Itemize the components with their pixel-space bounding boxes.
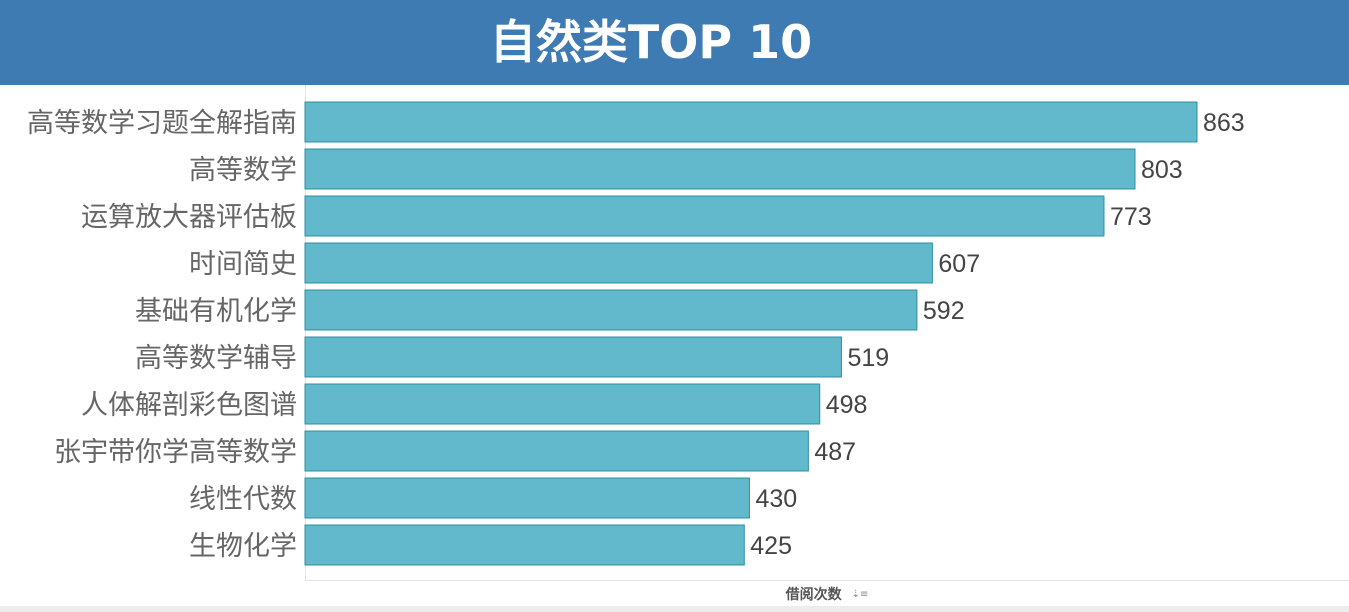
data-label: 425 [750,532,792,560]
data-label: 430 [755,485,797,513]
bar[interactable] [304,101,1198,143]
category-label: 线性代数 [189,484,297,515]
x-axis-label[interactable]: 借阅次数 ⇣≡ [305,584,1349,606]
category-label: 人体解剖彩色图谱 [81,390,297,421]
category-label: 基础有机化学 [135,296,297,327]
bottom-strip [0,606,1349,612]
bar[interactable] [304,289,918,331]
data-label: 773 [1110,203,1152,231]
data-label: 863 [1203,109,1245,137]
bar[interactable] [304,477,750,519]
bar[interactable] [304,430,809,472]
title-bar: 自然类TOP 10 [0,0,1349,85]
data-label: 803 [1141,156,1183,184]
sort-descending-icon[interactable]: ⇣≡ [851,589,869,600]
x-axis-title: 借阅次数 [785,587,842,603]
category-label: 张宇带你学高等数学 [54,437,297,468]
data-label: 519 [847,344,889,372]
bar[interactable] [304,195,1105,237]
data-label: 498 [826,391,868,419]
bar[interactable] [304,148,1136,190]
category-label: 时间简史 [189,249,297,280]
bar[interactable] [304,336,842,378]
category-label: 高等数学习题全解指南 [27,108,297,139]
data-label: 607 [938,250,980,278]
category-label: 运算放大器评估板 [81,202,297,233]
data-label: 487 [814,438,856,466]
category-label: 高等数学辅导 [135,343,297,374]
category-label: 高等数学 [189,155,297,186]
category-label: 生物化学 [189,531,297,562]
plot-area [305,85,1349,581]
data-label: 592 [923,297,965,325]
bar[interactable] [304,383,821,425]
bar[interactable] [304,524,745,566]
chart-title: 自然类TOP 10 [489,15,813,69]
bar[interactable] [304,242,933,284]
